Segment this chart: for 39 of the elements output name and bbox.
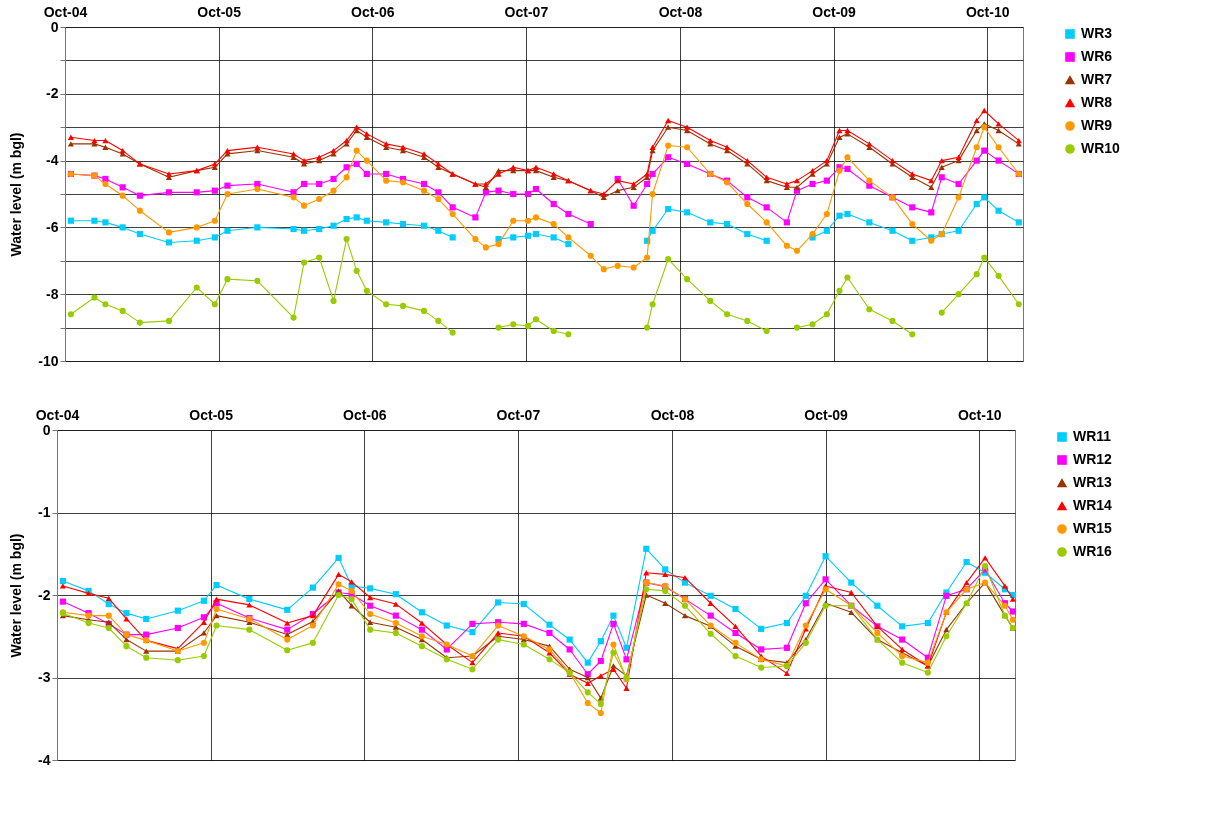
x-tick-label: Oct-04 <box>43 3 88 20</box>
y-tick-label: -8 <box>46 285 59 302</box>
x-tick-label: Oct-07 <box>496 406 541 423</box>
legend-label: WR11 <box>1073 428 1112 444</box>
legend-label: WR6 <box>1081 48 1113 64</box>
legend-label: WR12 <box>1073 451 1113 467</box>
legend-label: WR15 <box>1073 520 1113 536</box>
y-tick-label: 0 <box>42 421 51 438</box>
x-tick-label: Oct-09 <box>812 3 857 20</box>
x-tick-label: Oct-07 <box>504 3 549 20</box>
y-tick-label: -2 <box>46 85 59 102</box>
x-tick-label: Oct-05 <box>189 406 234 423</box>
x-tick-label: Oct-08 <box>650 406 695 423</box>
y-tick-label: -10 <box>38 352 59 369</box>
y-tick-label: -3 <box>38 669 51 685</box>
legend-label: WR3 <box>1081 25 1113 41</box>
legend-label: WR16 <box>1073 543 1113 559</box>
y-tick-label: -2 <box>38 586 51 603</box>
legend-label: WR10 <box>1081 140 1121 156</box>
legend-label: WR14 <box>1073 497 1113 513</box>
x-tick-label: Oct-09 <box>804 406 849 423</box>
x-tick-label: Oct-05 <box>197 3 242 20</box>
y-tick-label: -1 <box>38 504 51 520</box>
y-tick-label: -4 <box>46 152 59 169</box>
y-tick-label: 0 <box>50 18 59 35</box>
x-tick-label: Oct-08 <box>658 3 703 20</box>
legend-label: WR8 <box>1081 94 1113 110</box>
x-tick-label: Oct-04 <box>35 406 80 423</box>
y-axis-title: Water level (m bgl) <box>8 533 25 658</box>
legend-label: WR7 <box>1081 71 1113 87</box>
x-tick-label: Oct-06 <box>342 406 387 423</box>
legend-label: WR9 <box>1081 117 1113 133</box>
legend-label: WR13 <box>1073 474 1113 490</box>
y-tick-label: -4 <box>38 751 51 768</box>
x-tick-label: Oct-06 <box>350 3 395 20</box>
y-axis-title: Water level (m bgl) <box>8 132 25 257</box>
x-tick-label: Oct-10 <box>957 406 1002 423</box>
y-tick-label: -6 <box>46 218 59 235</box>
x-tick-label: Oct-10 <box>965 3 1010 20</box>
